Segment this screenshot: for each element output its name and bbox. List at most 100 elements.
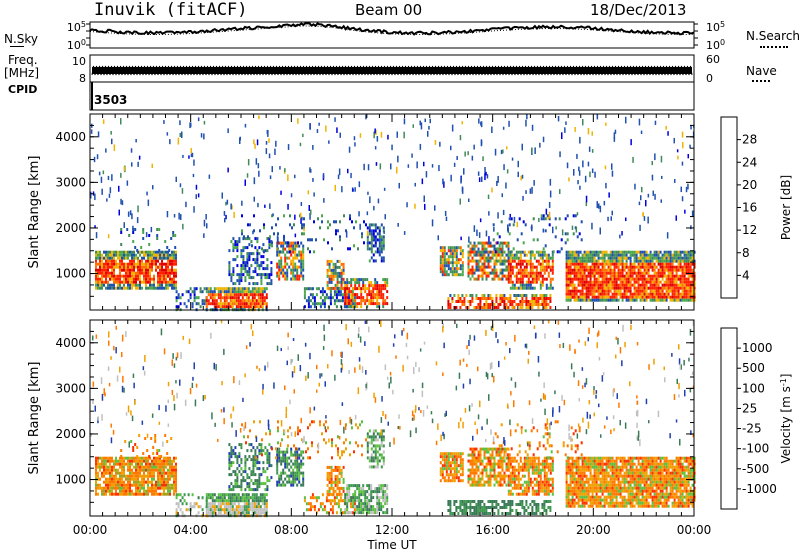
velocity-panel-cell	[155, 483, 157, 487]
power-panel-cell	[687, 256, 690, 260]
power-panel-cell	[332, 262, 335, 266]
power-panel-cell	[101, 265, 103, 269]
power-panel-cell	[655, 283, 658, 287]
power-panel-scatter-cell	[391, 144, 393, 151]
power-panel-cell	[311, 296, 314, 300]
power-panel-cell	[453, 270, 456, 274]
power-panel-cell	[691, 289, 694, 293]
power-panel-cell	[587, 283, 590, 287]
velocity-panel-cell	[173, 468, 175, 472]
power-panel-cell	[149, 250, 151, 254]
velocity-panel-cell	[238, 485, 241, 489]
velocity-panel-cell	[337, 499, 340, 503]
power-panel-cell	[350, 299, 353, 303]
power-panel-cell	[382, 235, 385, 239]
power-panel-scatter-cell	[611, 170, 614, 177]
power-panel-cell	[471, 300, 474, 303]
power-panel-cell	[521, 306, 524, 309]
power-panel-cell	[340, 262, 343, 266]
power-panel-cell	[280, 259, 283, 263]
power-panel-cell	[609, 268, 612, 272]
velocity-panel-cell	[238, 455, 241, 459]
power-panel-cell	[467, 268, 470, 272]
power-panel-cell	[558, 250, 561, 254]
power-panel-cell	[541, 274, 544, 278]
velocity-panel-cell	[296, 450, 299, 454]
velocity-panel-cell	[135, 465, 137, 469]
power-panel-scatter-cell	[689, 144, 691, 149]
velocity-panel-cell	[121, 462, 123, 466]
power-panel-scatter-cell	[193, 159, 195, 166]
power-panel-cell	[161, 274, 163, 278]
power-panel-cell	[372, 259, 375, 263]
velocity-panel-cell	[111, 465, 113, 469]
power-panel-cell	[329, 223, 331, 227]
velocity-panel-cell	[228, 461, 231, 465]
power-panel-cell	[533, 294, 536, 297]
power-panel-scatter-cell	[579, 185, 581, 190]
power-panel-cell	[575, 274, 578, 278]
power-panel-cell	[284, 277, 287, 281]
power-panel-scatter-cell	[269, 175, 272, 180]
power-panel-cell	[677, 283, 680, 287]
velocity-panel-cell	[97, 462, 99, 466]
velocity-panel-cell	[157, 468, 159, 472]
power-panel-scatter-cell	[442, 178, 444, 185]
velocity-panel-cell	[298, 480, 301, 484]
power-panel-cell	[360, 296, 363, 300]
power-panel-cell	[575, 292, 578, 296]
velocity-panel-cell	[105, 471, 107, 475]
power-panel-cell	[653, 298, 656, 302]
power-panel-scatter-cell	[575, 227, 578, 233]
velocity-panel-cell	[97, 456, 99, 460]
velocity-panel-cell	[153, 486, 155, 490]
power-panel-cell	[663, 274, 666, 278]
power-panel-cell	[485, 247, 488, 251]
power-panel-cell	[645, 262, 648, 266]
power-panel-cell	[449, 249, 452, 253]
power-panel-cell	[275, 223, 277, 227]
power-panel-cell	[685, 277, 688, 281]
power-panel-cell	[363, 241, 365, 245]
power-panel-scatter-cell	[203, 233, 205, 238]
power-panel-cell	[665, 262, 668, 266]
power-panel-cell	[541, 268, 544, 272]
power-panel-cell	[171, 250, 173, 254]
velocity-panel-cell	[288, 477, 291, 481]
power-panel-cell	[675, 292, 678, 296]
power-panel-cell	[679, 286, 682, 290]
power-panel-cell	[651, 265, 654, 269]
velocity-panel-cell	[161, 462, 163, 466]
power-panel-cell	[633, 256, 636, 260]
power-panel-cell	[613, 289, 616, 293]
velocity-panel-cell	[131, 471, 133, 475]
power-panel-cell	[441, 273, 444, 277]
power-panel-cell	[338, 265, 341, 269]
power-panel-cell	[332, 271, 335, 275]
velocity-panel-cell	[107, 468, 109, 472]
power-panel-cell	[655, 274, 658, 278]
power-panel-cell	[128, 234, 131, 237]
power-panel-cell	[372, 293, 375, 297]
power-panel-cell	[500, 250, 503, 254]
velocity-panel-cell	[248, 476, 251, 480]
power-panel-cell	[256, 273, 259, 277]
power-panel-cell	[548, 223, 551, 227]
power-panel-cell	[173, 262, 175, 266]
power-panel-cell	[263, 296, 266, 300]
power-panel-scatter-cell	[547, 216, 549, 220]
power-panel-cell	[673, 253, 676, 257]
power-panel-cell	[111, 283, 113, 287]
power-panel-cell	[621, 283, 624, 287]
velocity-panel-cell	[257, 511, 260, 515]
power-panel-cell	[655, 286, 658, 290]
power-panel-cell	[481, 277, 484, 281]
power-panel-cell	[239, 299, 242, 303]
power-panel-scatter-cell	[365, 114, 367, 120]
velocity-panel-cell	[236, 479, 239, 483]
power-panel-cell	[149, 274, 151, 278]
power-panel-cell	[569, 295, 572, 299]
power-panel-cell	[493, 271, 496, 275]
power-panel-cell	[655, 289, 658, 293]
power-panel-cell	[623, 292, 626, 296]
